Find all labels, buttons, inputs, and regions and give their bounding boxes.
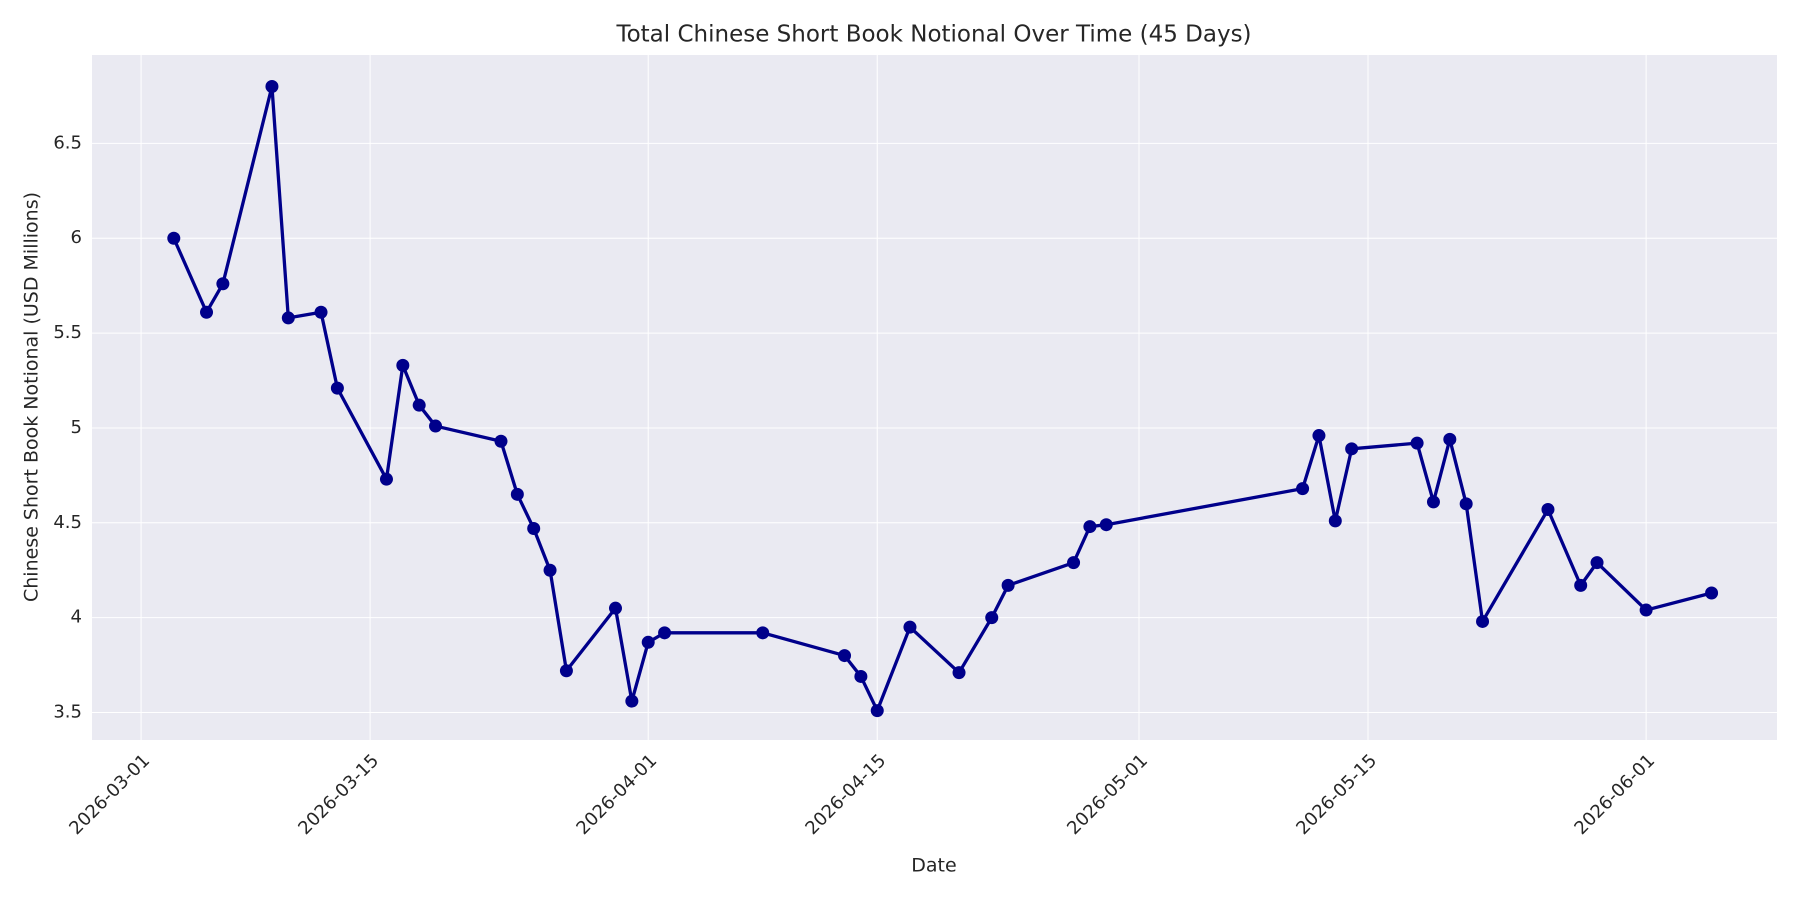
chart-title: Total Chinese Short Book Notional Over T… xyxy=(615,22,1251,48)
point xyxy=(608,601,622,615)
point xyxy=(1083,520,1097,534)
point xyxy=(658,626,672,640)
point xyxy=(1312,429,1326,443)
point xyxy=(1426,495,1440,509)
point xyxy=(1067,556,1081,570)
point xyxy=(379,472,393,486)
point xyxy=(265,79,279,93)
y-axis-label: Chinese Short Book Notional (USD Million… xyxy=(21,192,43,602)
point xyxy=(625,694,639,708)
point xyxy=(1590,556,1604,570)
point xyxy=(838,649,852,663)
point xyxy=(641,635,655,649)
y-tick-label: 5 xyxy=(71,417,82,438)
point xyxy=(200,305,214,319)
x-tick-label: 2026-04-15 xyxy=(801,750,890,839)
point xyxy=(429,419,443,433)
x-tick-label: 2026-05-01 xyxy=(1063,750,1152,839)
point xyxy=(1639,603,1653,617)
point xyxy=(854,669,868,683)
point xyxy=(412,398,426,412)
x-tick-label: 2026-04-01 xyxy=(572,750,661,839)
y-tick-label: 5.5 xyxy=(53,322,82,343)
point xyxy=(1443,432,1457,446)
point xyxy=(314,305,328,319)
x-tick-label: 2026-03-15 xyxy=(294,750,383,839)
point xyxy=(559,664,573,678)
plot-area xyxy=(92,55,1777,740)
point xyxy=(1574,578,1588,592)
point xyxy=(756,626,770,640)
point xyxy=(1541,503,1555,517)
y-tick-label: 6 xyxy=(71,227,82,248)
point xyxy=(330,381,344,395)
point xyxy=(952,666,966,680)
y-tick-label: 3.5 xyxy=(53,701,82,722)
x-tick-label: 2026-03-01 xyxy=(65,750,154,839)
point xyxy=(1410,436,1424,450)
point xyxy=(527,521,541,535)
point xyxy=(1099,518,1113,532)
point xyxy=(1345,442,1359,456)
point xyxy=(396,358,410,372)
point xyxy=(1296,482,1310,496)
y-tick-label: 4 xyxy=(71,607,82,628)
point xyxy=(985,611,999,625)
x-tick-label: 2026-06-01 xyxy=(1570,750,1659,839)
point xyxy=(870,704,884,718)
point xyxy=(167,231,181,245)
point xyxy=(281,311,295,325)
y-tick-label: 4.5 xyxy=(53,512,82,533)
x-axis-label: Date xyxy=(911,855,956,877)
point xyxy=(1705,586,1719,600)
point xyxy=(510,487,524,501)
point xyxy=(1476,614,1490,628)
x-tick-label: 2026-05-15 xyxy=(1292,750,1381,839)
y-tick-label: 6.5 xyxy=(53,132,82,153)
point xyxy=(1001,578,1015,592)
point xyxy=(494,434,508,448)
point xyxy=(1459,497,1473,511)
point xyxy=(1328,514,1342,528)
point xyxy=(543,563,557,577)
point xyxy=(903,620,917,634)
point xyxy=(216,277,230,291)
